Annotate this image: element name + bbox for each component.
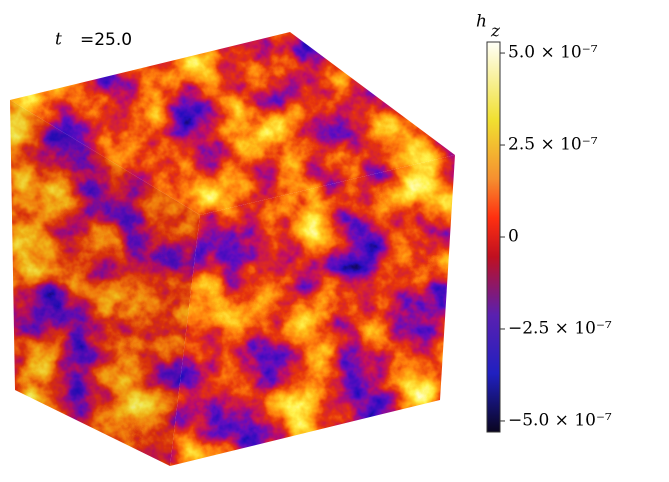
colorbar-tick-label: 5.0 × 10⁻⁷ (508, 43, 598, 63)
colorbar-tick-label: −5.0 × 10⁻⁷ (508, 410, 612, 430)
colorbar-tick-label: −2.5 × 10⁻⁷ (508, 318, 612, 338)
colorbar (486, 41, 501, 433)
colorbar-label: h (476, 12, 487, 32)
time-value: =25.0 (80, 30, 132, 50)
cube (10, 32, 455, 466)
colorbar-tick-label: 0 (508, 227, 519, 247)
colorbar-tick-label: 2.5 × 10⁻⁷ (508, 135, 598, 155)
colorbar-label-subscript: z (490, 22, 501, 42)
time-symbol: t (55, 30, 62, 50)
